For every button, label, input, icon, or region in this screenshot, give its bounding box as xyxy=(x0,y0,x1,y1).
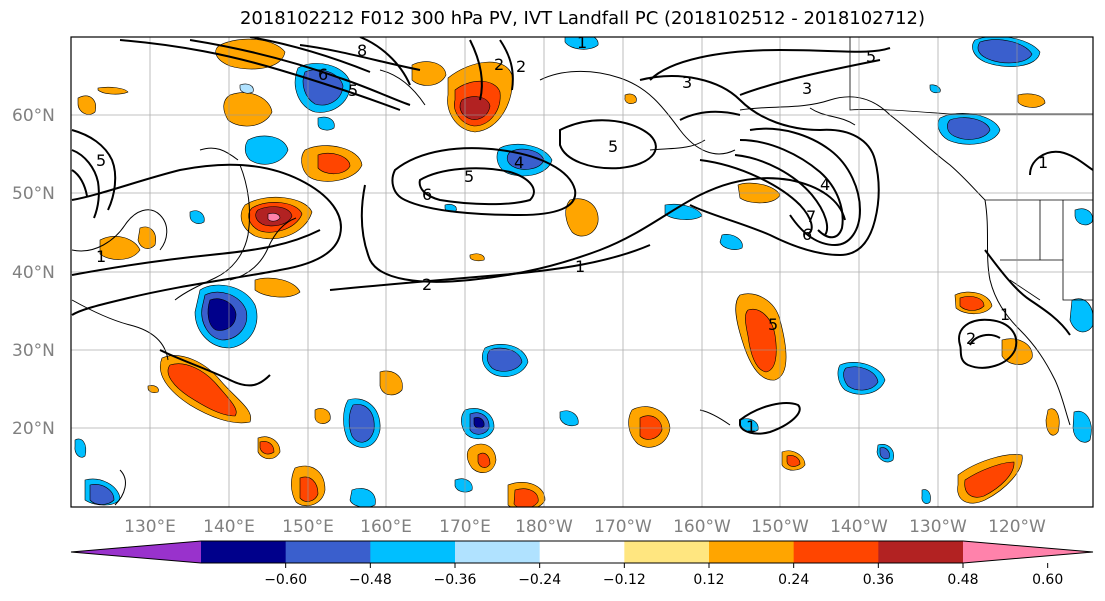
contour-label: 1 xyxy=(577,33,587,52)
contour-label: 2 xyxy=(494,55,504,74)
contour-label: 5 xyxy=(348,81,358,100)
contour-label: 1 xyxy=(746,417,756,436)
colorbar xyxy=(70,540,1094,564)
lat-label: 40°N xyxy=(12,263,55,283)
contour-label: 5 xyxy=(464,167,474,186)
colorbar-segment xyxy=(201,541,287,563)
colorbar-extend-low xyxy=(71,541,201,563)
latitude-labels: 60°N 50°N 40°N 30°N 20°N xyxy=(12,106,55,439)
lon-label: 120°W xyxy=(988,517,1046,537)
contour-label: 6 xyxy=(422,185,432,204)
colorbar-tick-label: 0.60 xyxy=(1032,572,1063,588)
lon-label: 140°W xyxy=(830,517,888,537)
lat-label: 30°N xyxy=(12,341,55,361)
colorbar-segment xyxy=(878,541,964,563)
lon-label: 180°W xyxy=(515,517,573,537)
colorbar-tick-label: 0.12 xyxy=(693,572,724,588)
colorbar-segment xyxy=(624,541,710,563)
colorbar-segment xyxy=(709,541,795,563)
contour-label: 4 xyxy=(514,153,524,172)
colorbar-segment xyxy=(370,541,456,563)
colorbar-tick-label: −0.24 xyxy=(518,572,561,588)
contour-label: 5 xyxy=(768,315,778,334)
lon-label: 150°E xyxy=(282,517,334,537)
contour-label: 7 xyxy=(806,207,816,226)
contour-labels: 8 6 5 2 2 1 3 5 5 4 5 6 2 1 3 7 6 4 5 1 … xyxy=(96,33,1048,436)
colorbar-outline xyxy=(70,540,1094,564)
contour-label: 1 xyxy=(575,257,585,276)
coastlines xyxy=(71,69,1071,506)
contour-label: 6 xyxy=(802,225,812,244)
contour-label: 6 xyxy=(318,65,328,84)
contour-label: 3 xyxy=(682,73,692,92)
contour-label: 5 xyxy=(608,137,618,156)
pv-contours xyxy=(71,37,1093,435)
colorbar-tick-label: −0.48 xyxy=(349,572,392,588)
lat-label: 20°N xyxy=(12,419,55,439)
contour-label: 2 xyxy=(422,275,432,294)
lon-label: 130°E xyxy=(124,517,176,537)
colorbar-segment xyxy=(793,541,879,563)
map-gridlines xyxy=(71,37,1093,507)
colorbar-tick-labels: −0.60 −0.48 −0.36 −0.24 −0.12 0.12 0.24 0.36 0.4… xyxy=(264,563,1063,588)
lon-label: 130°W xyxy=(909,517,967,537)
colorbar-tick-label: 0.36 xyxy=(863,572,894,588)
map-frame xyxy=(70,36,1094,508)
lon-label: 160°W xyxy=(673,517,731,537)
contour-label: 4 xyxy=(820,175,830,194)
lon-label: 170°W xyxy=(594,517,652,537)
lat-label: 50°N xyxy=(12,184,55,204)
colorbar-tick-label: −0.36 xyxy=(434,572,477,588)
lat-label: 60°N xyxy=(12,106,55,126)
colorbar-tick-label: −0.60 xyxy=(264,572,307,588)
lon-label: 160°E xyxy=(360,517,412,537)
political-borders xyxy=(849,37,1093,301)
colorbar-segment xyxy=(285,541,371,563)
contour-label: 2 xyxy=(516,57,526,76)
contour-label: 5 xyxy=(96,151,106,170)
colorbar-extend-high xyxy=(963,541,1093,563)
colorbar-segment xyxy=(455,541,541,563)
lon-label: 140°E xyxy=(203,517,255,537)
colorbar-segment xyxy=(539,541,625,563)
map-title: 2018102212 F012 300 hPa PV, IVT Landfall… xyxy=(239,8,926,29)
contour-label: 1 xyxy=(96,247,106,266)
contour-label: 5 xyxy=(866,47,876,66)
colorbar-tick-label: 0.48 xyxy=(947,572,978,588)
colorbar-tick-label: 0.24 xyxy=(778,572,809,588)
colorbar-tick-label: −0.12 xyxy=(603,572,646,588)
longitude-labels: 130°E 140°E 150°E 160°E 170°E 180°W 170°… xyxy=(124,517,1046,537)
contour-label: 1 xyxy=(1038,153,1048,172)
lon-label: 150°W xyxy=(751,517,809,537)
contour-label: 3 xyxy=(802,79,812,98)
contour-label: 2 xyxy=(966,329,976,348)
contour-label: 8 xyxy=(357,41,367,60)
lon-label: 170°E xyxy=(439,517,491,537)
contour-label: 1 xyxy=(1000,305,1010,324)
